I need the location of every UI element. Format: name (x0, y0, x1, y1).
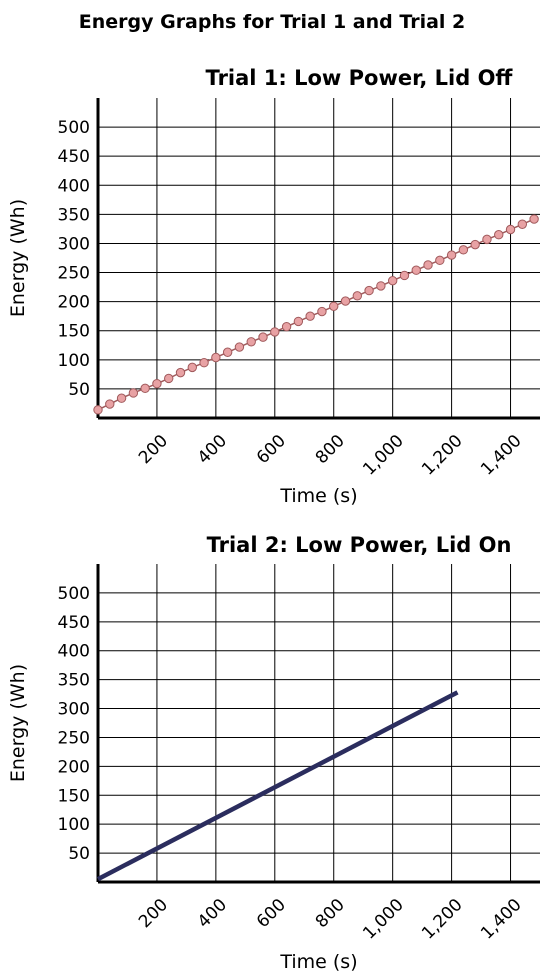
data-point (376, 281, 386, 291)
y-tick-label: 300 (58, 234, 90, 254)
data-point (187, 362, 197, 373)
data-point (128, 388, 139, 398)
chart-title: Trial 1: Low Power, Lid Off (206, 66, 514, 90)
data-point (340, 296, 351, 306)
chart-trial-2: Trial 2: Low Power, Lid On 50 100 150 200 250… (7, 533, 540, 973)
x-tick-label: 600 (253, 895, 290, 932)
data-point (246, 337, 256, 347)
x-tick-label: 200 (135, 895, 172, 932)
y-tick-label: 200 (58, 757, 90, 777)
y-tick-label: 100 (58, 815, 90, 835)
y-tick-label: 200 (58, 293, 90, 313)
data-point (164, 373, 174, 384)
data-point (329, 301, 339, 311)
x-tick-label: 1,400 (477, 431, 526, 480)
data-point (152, 378, 162, 389)
y-tick-label: 500 (58, 118, 90, 138)
data-point (93, 405, 103, 415)
data-point (270, 327, 280, 337)
x-tick-label: 1,200 (418, 431, 467, 480)
y-tick-label: 50 (68, 380, 90, 400)
data-point (399, 270, 410, 281)
y-tick-label: 350 (58, 671, 90, 691)
data-point (211, 352, 221, 363)
x-tick-label: 1,400 (477, 895, 526, 944)
series-line (96, 690, 459, 882)
data-point (175, 367, 186, 378)
y-tick-label: 250 (58, 728, 90, 748)
data-point (435, 255, 445, 266)
x-tick-label: 800 (312, 895, 349, 932)
data-point (305, 311, 315, 321)
data-point (505, 224, 516, 235)
y-tick-label: 50 (68, 844, 90, 864)
x-axis-label: Time (s) (279, 485, 357, 507)
y-tick-label: 450 (58, 147, 90, 167)
data-point (281, 321, 292, 332)
data-point (446, 250, 457, 260)
y-axis-label: Energy (Wh) (7, 664, 29, 782)
y-tick-label: 500 (58, 584, 90, 604)
data-point (458, 245, 469, 255)
x-tick-label: 400 (194, 431, 231, 468)
y-tick-label: 100 (58, 351, 90, 371)
y-tick-label: 350 (58, 205, 90, 225)
chart-trial-1: Trial 1: Low Power, Lid Off 50 100 150 200 25… (7, 66, 540, 507)
data-point (482, 234, 492, 245)
x-tick-label: 800 (312, 431, 349, 468)
data-point (258, 332, 268, 342)
x-tick-label: 600 (253, 431, 290, 468)
data-point (140, 383, 150, 394)
y-tick-label: 450 (58, 613, 90, 633)
data-point (293, 316, 304, 327)
data-point (387, 275, 398, 286)
data-point (234, 342, 245, 352)
data-point (116, 393, 127, 403)
y-tick-label: 400 (58, 642, 90, 662)
y-axis-label: Energy (Wh) (7, 199, 29, 317)
page-title: Energy Graphs for Trial 1 and Trial 2 (79, 11, 466, 33)
y-tick-label: 150 (58, 786, 90, 806)
y-tick-label: 300 (58, 700, 90, 720)
data-point (317, 306, 327, 317)
y-tick-label: 150 (58, 322, 90, 342)
y-tick-label: 250 (58, 264, 90, 284)
data-point (105, 399, 115, 409)
x-tick-label: 1,200 (418, 895, 467, 944)
data-point (199, 358, 209, 368)
x-tick-label: 200 (135, 431, 172, 468)
data-point (470, 239, 480, 250)
data-point (494, 230, 504, 240)
data-point (423, 260, 433, 270)
data-point (222, 347, 233, 357)
x-tick-label: 1,000 (359, 431, 408, 480)
data-point (411, 265, 421, 275)
x-tick-label: 1,000 (359, 895, 408, 944)
x-axis-label: Time (s) (279, 951, 357, 973)
data-point (364, 285, 374, 296)
chart-title: Trial 2: Low Power, Lid On (207, 533, 512, 557)
y-tick-label: 400 (58, 176, 90, 196)
data-point (352, 291, 363, 301)
series-line (97, 218, 535, 411)
data-point (517, 219, 528, 229)
x-tick-label: 400 (194, 895, 231, 932)
data-point (529, 214, 539, 224)
